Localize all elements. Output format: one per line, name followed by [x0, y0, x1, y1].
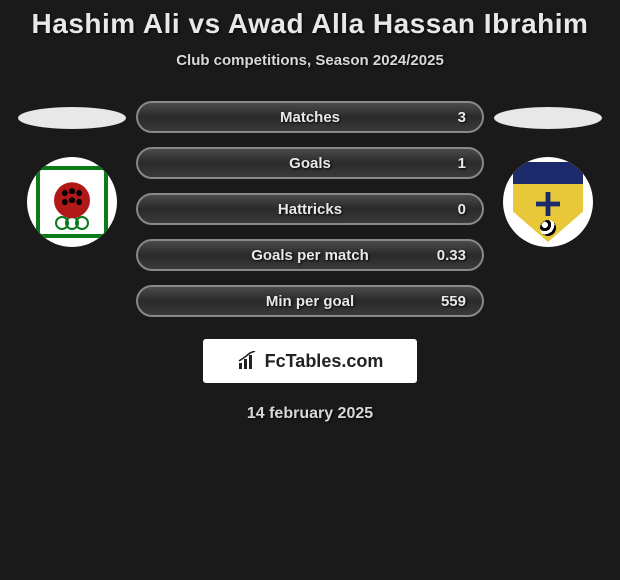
- left-column: [12, 101, 132, 247]
- stat-right-value: 1: [458, 155, 466, 172]
- player-right-ellipse: [494, 107, 602, 129]
- date-text: 14 february 2025: [0, 405, 620, 423]
- stat-row-goals: Goals 1: [136, 147, 484, 179]
- club-badge-left-crest: [36, 166, 108, 238]
- club-badge-right: [503, 157, 593, 247]
- stat-row-min-per-goal: Min per goal 559: [136, 285, 484, 317]
- stat-right-value: 0: [458, 201, 466, 218]
- right-column: [488, 101, 608, 247]
- club-badge-right-shield: [513, 162, 583, 242]
- stat-label: Min per goal: [266, 293, 354, 310]
- stat-right-value: 559: [441, 293, 466, 310]
- club-badge-left: [27, 157, 117, 247]
- club-badge-right-ball-icon: [540, 220, 556, 236]
- club-badge-left-ball-icon: [54, 182, 90, 218]
- brand-text: FcTables.com: [265, 351, 384, 372]
- stats-column: Matches 3 Goals 1 Hattricks 0 Goals per …: [132, 101, 488, 317]
- infographic-root: Hashim Ali vs Awad Alla Hassan Ibrahim C…: [0, 0, 620, 423]
- subtitle: Club competitions, Season 2024/2025: [0, 52, 620, 69]
- stat-right-value: 3: [458, 109, 466, 126]
- stat-row-matches: Matches 3: [136, 101, 484, 133]
- stat-label: Goals: [289, 155, 331, 172]
- brand-watermark: FcTables.com: [203, 339, 417, 383]
- stat-row-goals-per-match: Goals per match 0.33: [136, 239, 484, 271]
- page-title: Hashim Ali vs Awad Alla Hassan Ibrahim: [0, 8, 620, 40]
- chart-icon: [237, 351, 259, 371]
- stat-label: Hattricks: [278, 201, 342, 218]
- stat-row-hattricks: Hattricks 0: [136, 193, 484, 225]
- stat-right-value: 0.33: [437, 247, 466, 264]
- player-left-ellipse: [18, 107, 126, 129]
- stat-label: Matches: [280, 109, 340, 126]
- stat-label: Goals per match: [251, 247, 369, 264]
- main-row: Matches 3 Goals 1 Hattricks 0 Goals per …: [0, 101, 620, 317]
